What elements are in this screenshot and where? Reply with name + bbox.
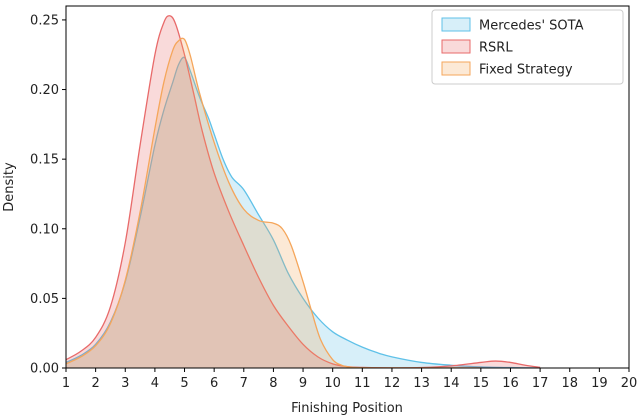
legend-swatch-1 xyxy=(441,39,471,54)
y-tick-label: 0.25 xyxy=(30,13,59,28)
plot-areas xyxy=(65,15,541,369)
x-tick-label: 3 xyxy=(121,376,129,391)
x-tick-label: 17 xyxy=(532,376,549,391)
legend-swatch-2 xyxy=(441,61,471,76)
x-tick-label: 8 xyxy=(269,376,277,391)
x-tick-label: 16 xyxy=(502,376,519,391)
x-tick-label: 14 xyxy=(443,376,460,391)
y-tick-label: 0.05 xyxy=(30,292,59,307)
x-tick-label: 5 xyxy=(180,376,188,391)
x-tick-label: 13 xyxy=(413,376,430,391)
x-tick-label: 7 xyxy=(240,376,248,391)
series-area-1 xyxy=(66,15,541,368)
x-axis-label: Finishing Position xyxy=(291,401,403,416)
x-tick-label: 12 xyxy=(384,376,401,391)
legend-label-1: RSRL xyxy=(479,41,513,56)
y-axis-label: Density xyxy=(2,162,17,212)
y-tick-label: 0.00 xyxy=(30,362,59,377)
series-area-2 xyxy=(66,38,481,369)
x-tick-label: 4 xyxy=(151,376,159,391)
x-tick-label: 18 xyxy=(561,376,578,391)
x-tick-label: 20 xyxy=(621,376,638,391)
series-line-1 xyxy=(65,15,541,369)
x-tick-label: 11 xyxy=(354,376,371,391)
x-tick-label: 15 xyxy=(473,376,490,391)
y-tick-label: 0.20 xyxy=(30,83,59,98)
plot-frame xyxy=(65,5,630,369)
legend-box xyxy=(431,9,624,85)
x-tick-label: 2 xyxy=(91,376,99,391)
x-axis: 1 2 3 4 5 6 7 8 9 10 11 12 13 14 15 16 17 18 19 20 xyxy=(62,368,637,391)
legend-label-0: Mercedes' SOTA xyxy=(479,19,584,34)
x-tick-label: 1 xyxy=(62,376,70,391)
legend: Mercedes' SOTA RSRL Fixed Strategy xyxy=(431,9,624,85)
series-line-0 xyxy=(65,56,541,369)
x-tick-label: 6 xyxy=(210,376,218,391)
x-tick-label: 10 xyxy=(324,376,341,391)
y-tick-label: 0.15 xyxy=(30,153,59,168)
x-tick-label: 19 xyxy=(591,376,608,391)
series-area-0 xyxy=(66,57,541,368)
x-tick-label: 9 xyxy=(299,376,307,391)
legend-label-2: Fixed Strategy xyxy=(479,63,573,78)
y-axis: 0.00 0.05 0.10 0.15 0.20 0.25 xyxy=(30,13,66,377)
series-line-2 xyxy=(65,37,481,369)
y-tick-label: 0.10 xyxy=(30,222,59,237)
legend-swatch-0 xyxy=(441,17,471,32)
